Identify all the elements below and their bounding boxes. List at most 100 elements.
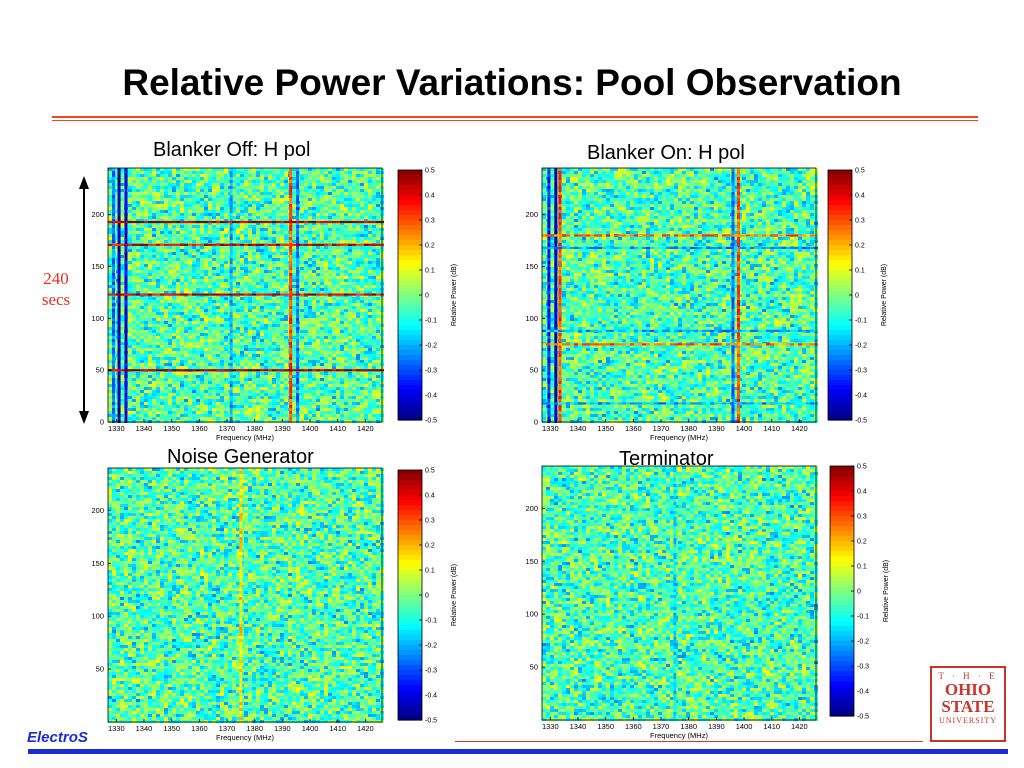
colorbar-tick-label: 0.2: [425, 543, 435, 550]
vertical-feature: [558, 168, 562, 423]
x-tick-label: 1390: [274, 724, 291, 733]
colorbar-tick-label: 0.5: [855, 168, 865, 175]
x-tick-label: 1380: [246, 724, 263, 733]
x-tick-label: 1370: [219, 424, 236, 433]
x-tick-label: 1350: [597, 424, 614, 433]
horizontal-feature: [108, 243, 384, 246]
x-tick-label: 1330: [108, 724, 125, 733]
x-tick-label: 1340: [570, 722, 587, 731]
colorbar-tick-label: -0.3: [855, 368, 867, 375]
y-tick-label: 50: [530, 663, 538, 672]
x-tick-label: 1350: [163, 424, 180, 433]
colorbar-tick-label: 0.5: [425, 468, 435, 475]
colorbar-tick-label: -0.5: [855, 418, 867, 425]
panel-title-noise-generator: Noise Generator: [167, 446, 314, 469]
time-annotation-value: 240: [30, 268, 82, 289]
y-tick-label: 150: [525, 557, 538, 566]
colorbar-tick-label: 0: [425, 593, 429, 600]
x-tick-label: 1400: [736, 424, 753, 433]
x-tick-label: 1330: [542, 722, 559, 731]
horizontal-feature: [542, 329, 818, 332]
colorbar-tick-label: 0.2: [855, 243, 865, 250]
x-tick-label: 1340: [570, 424, 587, 433]
x-tick-label: 1420: [357, 724, 374, 733]
plot-frame: [541, 465, 817, 721]
colorbar-label: Relative Power (dB): [451, 564, 458, 626]
colorbar-tick-label: 0: [425, 293, 429, 300]
plot-frame: [107, 467, 383, 723]
y-tick-label: 100: [525, 610, 538, 619]
x-tick-label: 1400: [302, 424, 319, 433]
colorbar-label: Relative Power (dB): [881, 264, 888, 326]
panel-title-blanker-on: Blanker On: H pol: [587, 142, 745, 165]
panel-title-blanker-off: Blanker Off: H pol: [153, 139, 310, 162]
x-tick-label: 1390: [708, 722, 725, 731]
y-tick-label: 50: [530, 366, 538, 375]
x-axis-label: Frequency (MHz): [650, 731, 708, 740]
x-axis-label: Frequency (MHz): [216, 733, 274, 742]
x-tick-label: 1420: [791, 424, 808, 433]
x-tick-label: 1350: [597, 722, 614, 731]
title-rule-thin: [52, 120, 978, 121]
y-tick-label: 150: [525, 262, 538, 271]
colorbar-tick-label: 0.1: [425, 568, 435, 575]
colorbar: [827, 169, 853, 421]
x-tick-label: 1420: [791, 722, 808, 731]
logo-line2: STATE: [932, 698, 1004, 715]
y-tick-label: 0: [534, 418, 538, 427]
x-axis-label: Frequency (MHz): [216, 433, 274, 442]
y-tick-label: 200: [91, 210, 104, 219]
horizontal-feature: [542, 246, 818, 250]
colorbar: [397, 169, 423, 421]
colorbar-tick-label: 0.2: [425, 243, 435, 250]
colorbar-tick-label: 0.1: [855, 268, 865, 275]
footer-bar: [28, 749, 1008, 754]
y-tick-label: 0: [100, 418, 104, 427]
horizontal-feature: [542, 343, 818, 346]
colorbar-tick-label: -0.2: [855, 343, 867, 350]
x-tick-label: 1330: [542, 424, 559, 433]
time-annotation-unit: secs: [30, 289, 82, 310]
colorbar-tick-label: -0.1: [425, 318, 437, 325]
colorbar-tick-label: -0.2: [425, 343, 437, 350]
horizontal-feature: [542, 234, 818, 237]
x-tick-label: 1330: [108, 424, 125, 433]
x-tick-label: 1380: [246, 424, 263, 433]
x-tick-label: 1380: [680, 424, 697, 433]
colorbar-tick-label: -0.1: [425, 618, 437, 625]
colorbar-tick-label: -0.4: [425, 393, 437, 400]
x-tick-label: 1360: [191, 724, 208, 733]
x-tick-label: 1410: [763, 424, 780, 433]
vertical-feature: [112, 168, 116, 423]
slide-title: Relative Power Variations: Pool Observat…: [0, 62, 1024, 104]
y-tick-label: 50: [96, 665, 104, 674]
x-tick-label: 1390: [708, 424, 725, 433]
colorbar-label: Relative Power (dB): [451, 264, 458, 326]
y-tick-label: 200: [525, 210, 538, 219]
x-axis-label: Frequency (MHz): [650, 433, 708, 442]
y-tick-label: 100: [91, 314, 104, 323]
x-tick-label: 1340: [136, 724, 153, 733]
colorbar: [397, 469, 423, 721]
colorbar-tick-label: 0.3: [425, 218, 435, 225]
colorbar-tick-label: 0: [855, 293, 859, 300]
colorbar-tick-label: -0.3: [425, 668, 437, 675]
y-tick-label: 50: [96, 366, 104, 375]
title-rule: [52, 116, 978, 118]
y-tick-label: 200: [91, 506, 104, 515]
heatmap-cells: [108, 468, 384, 723]
x-tick-label: 1410: [763, 722, 780, 731]
colorbar-tick-label: 0.4: [855, 193, 865, 200]
x-tick-label: 1400: [736, 722, 753, 731]
x-tick-label: 1360: [625, 424, 642, 433]
plot-frame: [107, 167, 383, 423]
colorbar-tick-label: -0.4: [425, 693, 437, 700]
colorbar-tick-label: -0.1: [855, 318, 867, 325]
x-tick-label: 1370: [653, 722, 670, 731]
x-tick-label: 1380: [680, 722, 697, 731]
y-tick-label: 150: [91, 559, 104, 568]
x-tick-label: 1400: [302, 724, 319, 733]
vertical-feature: [673, 466, 677, 721]
